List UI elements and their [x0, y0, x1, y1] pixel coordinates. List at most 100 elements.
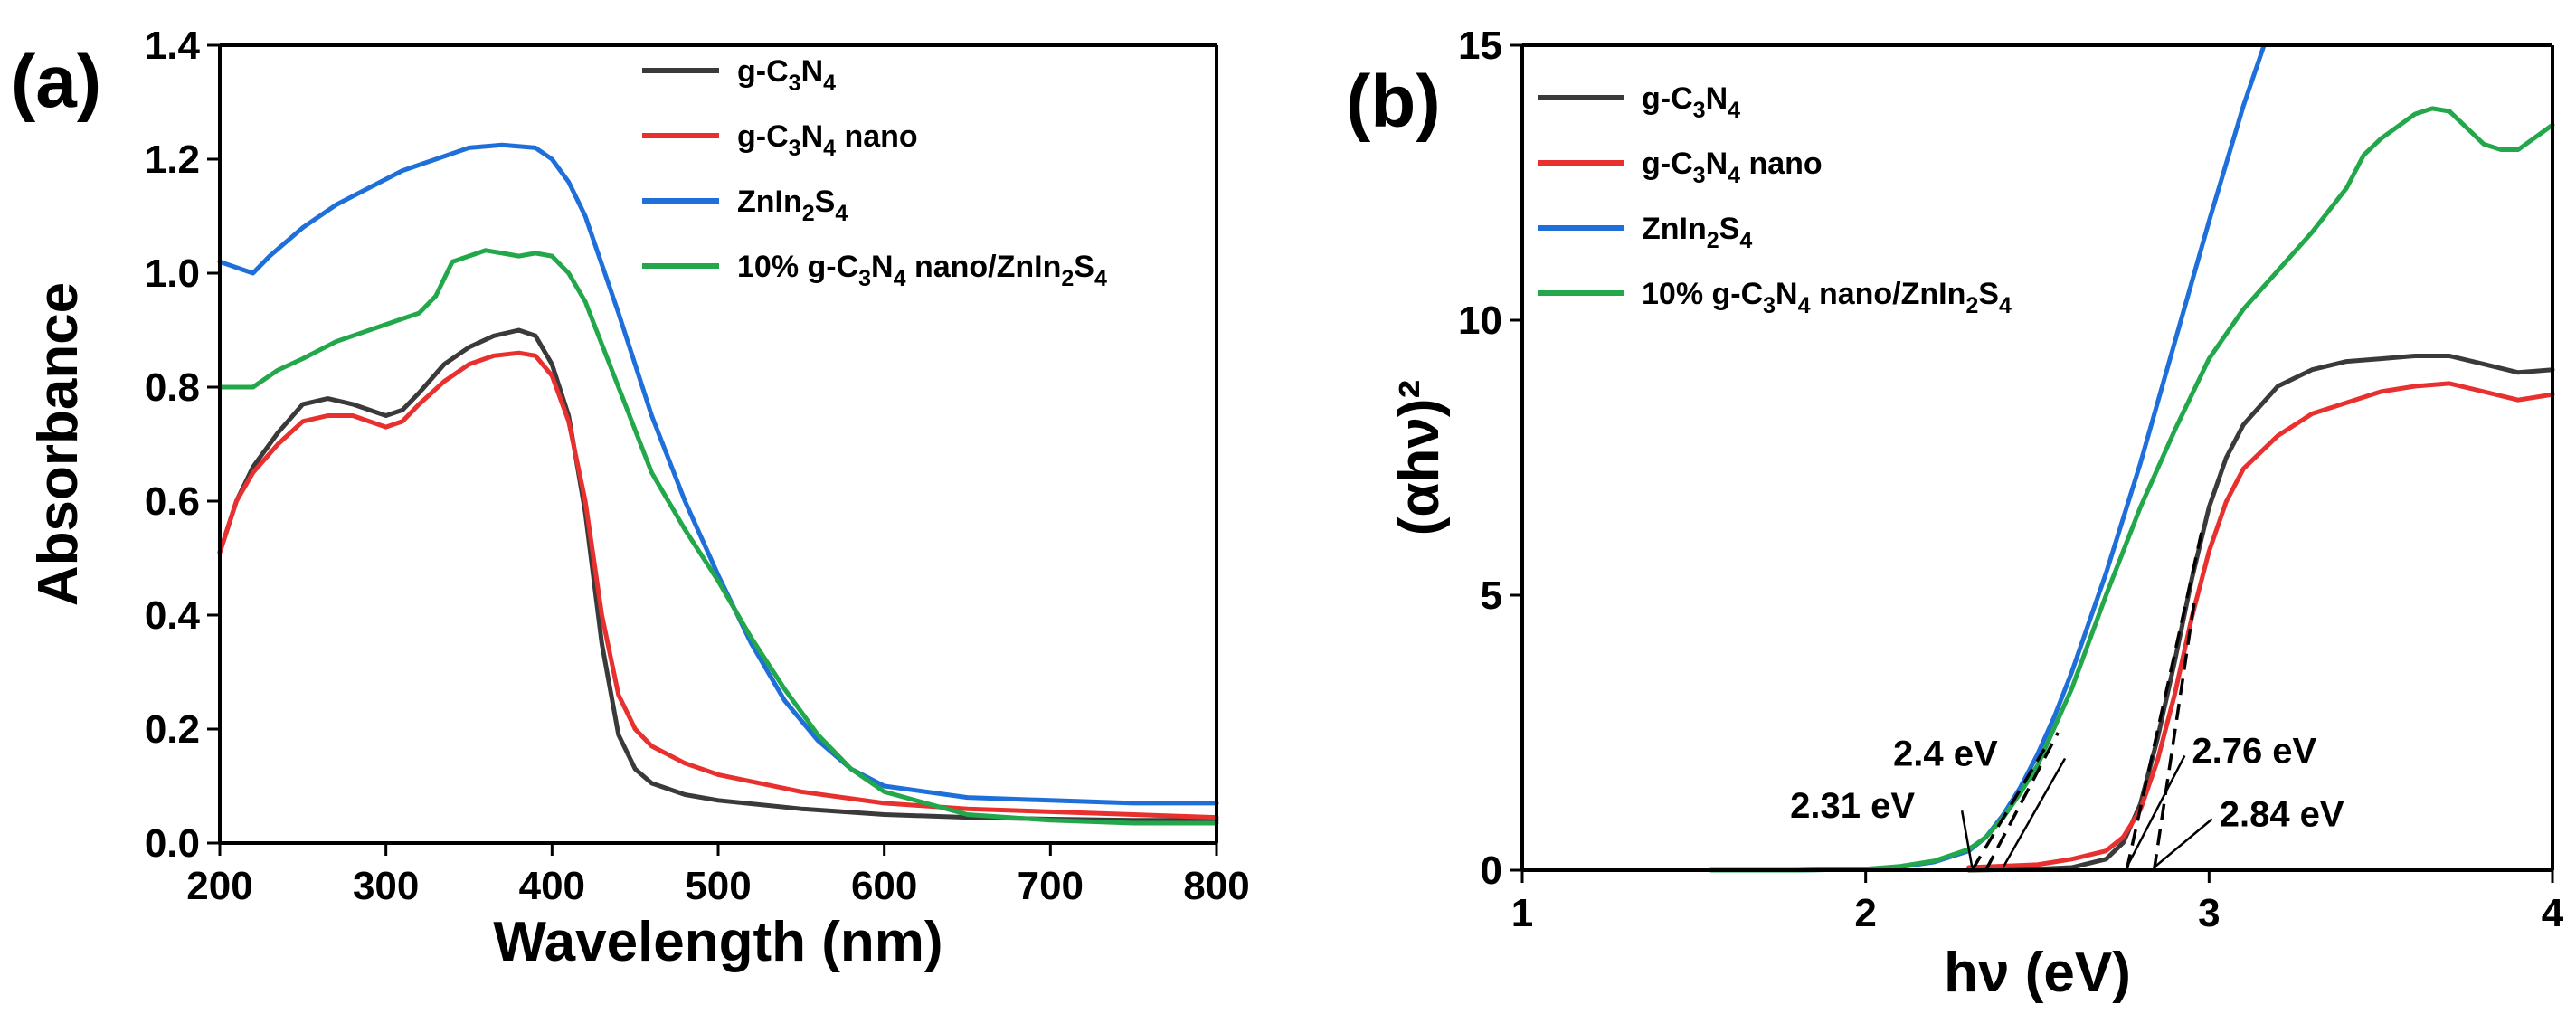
series-line-0 [1966, 354, 2555, 873]
legend-text-part: S [1978, 277, 1999, 311]
tangent-fit-line-1 [1970, 748, 2046, 871]
x-axis-title: hν (eV) [1944, 942, 2131, 1004]
legend-text-part: 10% g-C [737, 250, 858, 284]
legend-text-part: 4 [823, 71, 836, 96]
legend-text-part: N [801, 119, 824, 154]
legend-text-part: g-C [1642, 81, 1693, 116]
y-tick-label: 1.4 [145, 24, 201, 68]
legend-text-part: g-C [737, 54, 789, 89]
x-tick-label: 400 [519, 864, 585, 908]
x-tick-label: 600 [851, 864, 917, 908]
y-tick-label: 0.4 [145, 593, 201, 638]
series-line-1 [217, 350, 1219, 820]
legend-text-part: nano [836, 119, 918, 154]
x-tick-label: 500 [685, 864, 751, 908]
legend-text-part: N [1776, 277, 1798, 311]
y-tick-label: 0.8 [145, 365, 200, 410]
legend-text-part: g-C [1642, 147, 1693, 181]
legend-text-part: S [1074, 250, 1094, 284]
legend-text-part: 3 [1763, 293, 1776, 318]
y-tick-label: 5 [1481, 573, 1502, 618]
legend-label-3: 10% g-C3N4 nano/ZnIn2S4 [737, 250, 1107, 291]
annotation-arrow-1 [1960, 810, 1974, 868]
series-line-3 [1709, 106, 2555, 873]
annotation-label-2: 2.76 eV [2192, 731, 2316, 771]
panel-b-tauc-plot: 2.4 eV2.31 eV2.76 eV2.84 eV1 2 3 4051015hν … [1346, 24, 2564, 1004]
x-tick-label: 700 [1018, 864, 1084, 908]
legend-text-part: nano/ZnIn [906, 250, 1062, 284]
legend-label-3: 10% g-C3N4 nano/ZnIn2S4 [1642, 277, 2012, 318]
y-axis-title: Absorbance [27, 282, 90, 606]
annotation-label-1: 2.31 eV [1790, 786, 1915, 826]
legend-text-part: N [801, 54, 824, 89]
legend-text-part: g-C [737, 119, 789, 154]
panel-label: (a) [11, 41, 101, 123]
series-line-0 [217, 327, 1219, 823]
y-tick-label: 0 [1481, 848, 1502, 893]
series-line-2 [217, 142, 1219, 806]
legend-label-0: g-C3N4 [737, 54, 836, 96]
panel-a-absorbance-chart: 200 300 400 500 600 700 800 0.0 0.2 0.4 0.6 0.8 1.0 1… [11, 24, 1250, 973]
legend-text-part: 3 [1693, 163, 1706, 188]
y-tick-label: 0.0 [145, 821, 200, 866]
legend-text-part: 4 [1094, 266, 1107, 291]
legend-text-part: 4 [835, 201, 848, 226]
x-tick-label: 200 [186, 864, 252, 908]
legend-text-part: S [815, 185, 836, 219]
legend-text-part: N [1706, 81, 1728, 116]
legend-text-part: 4 [1728, 163, 1740, 188]
y-tick-label: 0.2 [145, 707, 200, 752]
y-tick-label: 15 [1458, 24, 1502, 68]
legend-text-part: N [871, 250, 894, 284]
legend-text-part: 3 [1693, 98, 1706, 123]
x-tick-label: 4 [2542, 891, 2564, 935]
y-tick-label: 1.0 [145, 251, 200, 296]
annotation-label-0: 2.4 eV [1893, 734, 1998, 773]
x-tick-label: 300 [353, 864, 419, 908]
legend-text-part: 3 [858, 266, 871, 291]
legend-label-0: g-C3N4 [1642, 81, 1740, 123]
legend-text-part: 4 [1728, 98, 1740, 123]
legend-text-part: 2 [1061, 266, 1074, 291]
annotation-arrow-2 [2126, 754, 2186, 868]
legend-text-part: 4 [1739, 228, 1752, 253]
y-tick-label: 0.6 [145, 479, 200, 524]
legend-text-part: 2 [1965, 293, 1978, 318]
x-tick-label: 800 [1183, 864, 1249, 908]
legend-text-part: 10% g-C [1642, 277, 1763, 311]
legend-text-part: ZnIn [1642, 212, 1707, 246]
legend-text-part: S [1719, 212, 1740, 246]
legend-text-part: N [1706, 147, 1728, 181]
legend-text-part: 3 [789, 71, 801, 96]
legend-text-part: 2 [1707, 228, 1719, 253]
legend-text-part: 3 [789, 136, 801, 161]
legend-text-part: 4 [823, 136, 836, 161]
legend-label-2: ZnIn2S4 [737, 185, 848, 226]
x-axis-title: Wavelength (nm) [493, 911, 942, 973]
panel-label: (b) [1346, 61, 1441, 143]
legend-text-part: 4 [1798, 293, 1811, 318]
annotation-label-3: 2.84 eV [2220, 794, 2344, 834]
legend-label-2: ZnIn2S4 [1642, 212, 1752, 253]
legend-label-1: g-C3N4 nano [1642, 147, 1823, 188]
tangent-fit-line-2 [2125, 528, 2204, 871]
series-line-1 [1966, 381, 2555, 870]
tangent-fit-line-0 [1984, 732, 2060, 871]
x-tick-label: 1 [1511, 891, 1533, 935]
legend-text-part: 4 [1999, 293, 2012, 318]
legend-text-part: ZnIn [737, 185, 802, 219]
series-line-3 [217, 248, 1219, 826]
x-tick-label: 3 [2198, 891, 2220, 935]
legend-text-part: nano [1740, 147, 1823, 181]
legend-label-1: g-C3N4 nano [737, 119, 918, 161]
y-tick-label: 10 [1458, 299, 1502, 343]
x-tick-label: 2 [1854, 891, 1876, 935]
tangent-fit-line-3 [2152, 594, 2197, 871]
legend-text-part: nano/ZnIn [1811, 277, 1966, 311]
annotation-arrow-3 [2153, 818, 2213, 868]
y-axis-title: (αhν)² [1388, 380, 1451, 535]
y-tick-label: 1.2 [145, 137, 200, 182]
